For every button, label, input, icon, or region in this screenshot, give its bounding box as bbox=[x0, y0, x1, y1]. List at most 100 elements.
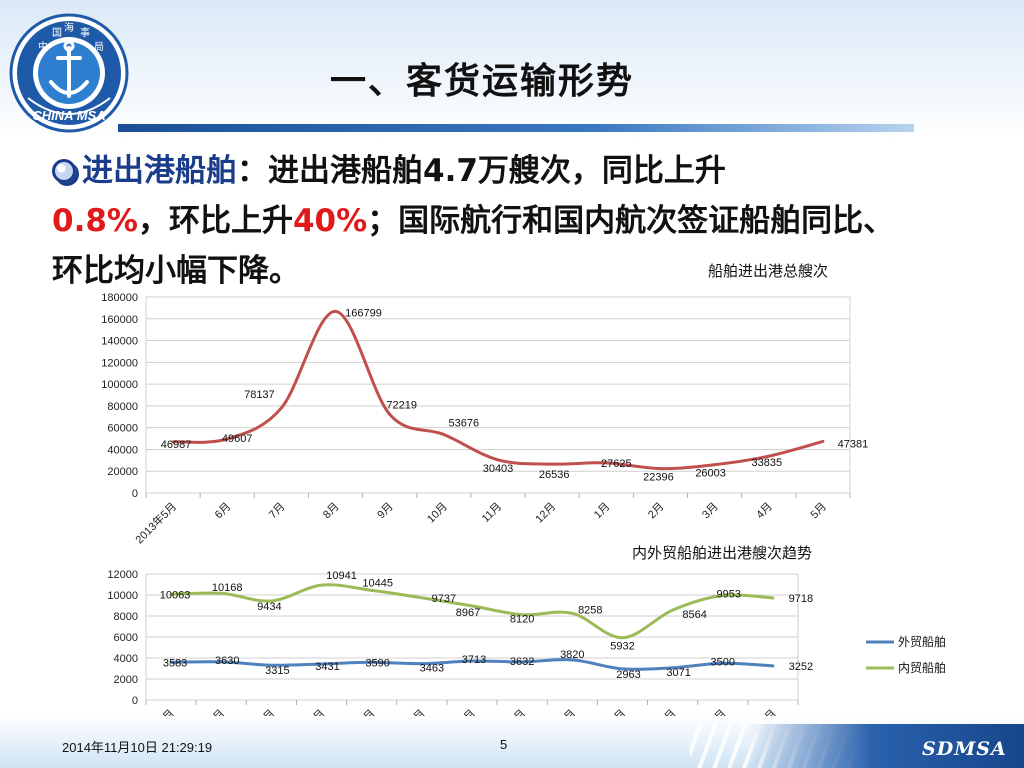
data-point bbox=[388, 412, 392, 416]
data-label: 3463 bbox=[420, 663, 444, 675]
data-label: 3583 bbox=[163, 657, 187, 669]
svg-text:事: 事 bbox=[80, 26, 90, 39]
data-label: 26536 bbox=[539, 469, 570, 481]
data-label: 8258 bbox=[578, 604, 602, 616]
data-point bbox=[520, 613, 524, 617]
data-label: 3820 bbox=[560, 649, 584, 661]
y-tick-label: 180000 bbox=[101, 292, 138, 304]
data-label: 78137 bbox=[244, 389, 275, 401]
data-label: 3630 bbox=[215, 655, 239, 667]
data-point bbox=[771, 596, 775, 600]
data-label: 47381 bbox=[838, 438, 869, 450]
bullet-text-4: ；国际航行和国内航次签证船舶同比、环比均小幅下降。 bbox=[52, 203, 895, 289]
data-label: 33835 bbox=[751, 457, 782, 469]
data-point bbox=[169, 660, 173, 664]
svg-text:局: 局 bbox=[94, 41, 104, 53]
data-point bbox=[771, 664, 775, 668]
data-label: 9718 bbox=[789, 593, 813, 605]
y-tick-label: 40000 bbox=[107, 444, 138, 456]
data-label: 5932 bbox=[610, 641, 634, 653]
data-point bbox=[550, 462, 554, 466]
data-point bbox=[370, 588, 374, 592]
data-label: 166799 bbox=[345, 307, 382, 319]
svg-text:中: 中 bbox=[38, 40, 48, 53]
page-number: 5 bbox=[500, 737, 508, 752]
y-tick-label: 160000 bbox=[101, 314, 138, 326]
data-label: 46987 bbox=[161, 439, 192, 451]
svg-text:CHINA MSA: CHINA MSA bbox=[32, 108, 105, 123]
bullet-paragraph: 进出港船舶：进出港船舶4.7万艘次，同比上升 0.8%，环比上升40%；国际航行和… bbox=[52, 146, 922, 296]
data-label: 3315 bbox=[265, 665, 289, 677]
x-tick-label: 2013年5月 bbox=[132, 499, 179, 546]
data-point bbox=[420, 596, 424, 600]
y-tick-label: 6000 bbox=[114, 632, 138, 644]
bullet-value-mom: 40% bbox=[292, 203, 368, 239]
legend-label: 外贸船舶 bbox=[898, 634, 946, 649]
data-point bbox=[470, 604, 474, 608]
data-point bbox=[570, 658, 574, 662]
data-label: 9434 bbox=[257, 601, 281, 613]
data-point bbox=[370, 660, 374, 664]
data-point bbox=[671, 608, 675, 612]
data-label: 9953 bbox=[717, 588, 741, 600]
data-label: 53676 bbox=[449, 418, 480, 430]
data-label: 10445 bbox=[362, 577, 393, 589]
y-tick-label: 12000 bbox=[107, 569, 138, 581]
data-label: 22396 bbox=[643, 472, 674, 484]
data-point bbox=[225, 437, 229, 441]
data-point bbox=[219, 660, 223, 664]
y-tick-label: 0 bbox=[132, 488, 138, 500]
y-tick-label: 10000 bbox=[107, 590, 138, 602]
slide-title: 一、客货运输形势 bbox=[330, 60, 635, 102]
data-label: 10168 bbox=[212, 582, 243, 594]
data-label: 3713 bbox=[462, 654, 486, 666]
data-point bbox=[713, 463, 717, 467]
header-band bbox=[0, 0, 1024, 140]
x-tick-label: 11月 bbox=[480, 501, 504, 525]
data-point bbox=[658, 467, 662, 471]
data-label: 2963 bbox=[616, 669, 640, 681]
data-label: 8564 bbox=[682, 609, 706, 621]
data-label: 30403 bbox=[483, 463, 514, 475]
data-point bbox=[171, 440, 175, 444]
data-label: 8967 bbox=[456, 607, 480, 619]
y-tick-label: 8000 bbox=[114, 611, 138, 623]
data-point bbox=[442, 433, 446, 437]
data-point bbox=[470, 659, 474, 663]
y-tick-label: 0 bbox=[132, 695, 138, 707]
data-point bbox=[320, 583, 324, 587]
footer-brand-band bbox=[748, 724, 1024, 768]
x-tick-label: 9月 bbox=[375, 501, 396, 522]
data-label: 26003 bbox=[695, 468, 726, 480]
footer-brand: SDMSA bbox=[922, 738, 1007, 760]
china-msa-logo: CHINA MSA 中 国 海 事 局 bbox=[9, 13, 129, 133]
data-label: 8120 bbox=[510, 614, 534, 626]
data-point bbox=[520, 660, 524, 664]
title-rule bbox=[118, 124, 914, 132]
bullet-value-yoy: 0.8% bbox=[52, 203, 138, 239]
data-label: 9737 bbox=[432, 593, 456, 605]
data-point bbox=[279, 406, 283, 410]
data-label: 27625 bbox=[601, 458, 632, 470]
x-tick-label: 7月 bbox=[267, 501, 288, 522]
y-tick-label: 2000 bbox=[114, 674, 138, 686]
y-tick-label: 140000 bbox=[101, 336, 138, 348]
data-point bbox=[620, 636, 624, 640]
x-tick-label: 3月 bbox=[700, 501, 721, 522]
data-point bbox=[721, 593, 725, 597]
y-tick-label: 120000 bbox=[101, 357, 138, 369]
data-point bbox=[767, 454, 771, 458]
data-label: 49607 bbox=[222, 433, 253, 445]
data-point bbox=[570, 611, 574, 615]
y-tick-label: 4000 bbox=[114, 653, 138, 665]
x-tick-label: 4月 bbox=[754, 501, 775, 522]
chart-total-ships: 0 20000 40000 60000 80000 100000 120000 140000 1… bbox=[101, 292, 869, 546]
x-tick-label: 5月 bbox=[808, 501, 829, 522]
data-label: 3590 bbox=[365, 657, 389, 669]
data-label: 3431 bbox=[315, 661, 339, 673]
data-label: 3500 bbox=[711, 656, 735, 668]
bullet-text-3: ，环比上升 bbox=[137, 203, 293, 239]
data-point bbox=[169, 592, 173, 596]
y-tick-label: 20000 bbox=[107, 466, 138, 478]
y-tick-label: 100000 bbox=[101, 379, 138, 391]
